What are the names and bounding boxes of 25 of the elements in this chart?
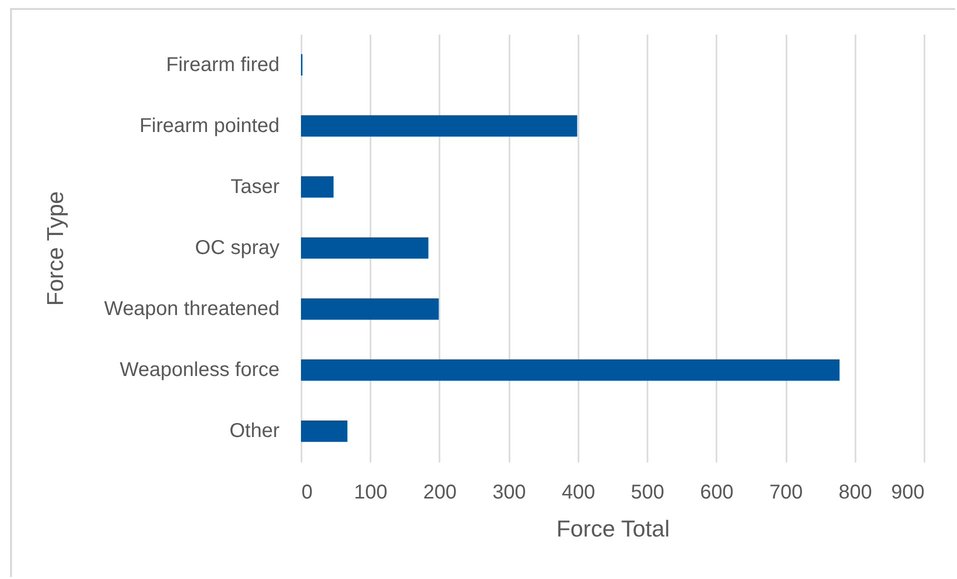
x-tick-label: 300 xyxy=(492,482,526,504)
y-tick-label: Other xyxy=(229,420,280,442)
y-tick-label: Taser xyxy=(230,176,280,198)
x-tick-label: 600 xyxy=(700,482,734,504)
x-tick-label: 200 xyxy=(423,482,457,504)
x-tick-label: 100 xyxy=(354,482,388,504)
bar xyxy=(301,115,578,137)
x-tick-label: 800 xyxy=(838,482,872,504)
x-axis-title: Force Total xyxy=(556,516,670,542)
y-tick-label: Weapon threatened xyxy=(104,298,280,320)
x-tick-label: 700 xyxy=(769,482,803,504)
x-tick-label: 500 xyxy=(630,482,664,504)
bar xyxy=(301,237,428,259)
x-tick-label: 400 xyxy=(562,482,596,504)
bar xyxy=(301,298,439,320)
y-tick-label: Weaponless force xyxy=(120,359,280,382)
y-tick-label: OC spray xyxy=(195,237,280,259)
bar xyxy=(301,359,840,381)
y-tick-label: Firearm pointed xyxy=(139,114,280,137)
x-tick-label: 900 xyxy=(891,482,924,504)
bar xyxy=(301,420,348,442)
x-tick-label: 0 xyxy=(302,482,313,504)
bar xyxy=(301,176,334,198)
y-tick-label: Firearm fired xyxy=(166,54,280,76)
y-axis-title: Force Type xyxy=(42,191,68,306)
